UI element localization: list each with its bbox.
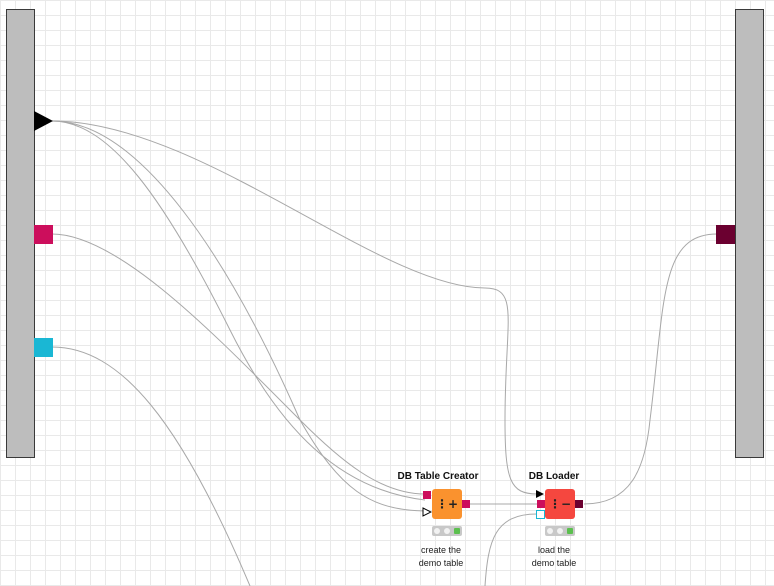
triangle-outline-icon	[422, 507, 432, 517]
connection-loader-to-output	[583, 233, 718, 505]
status-light-red	[547, 528, 553, 534]
status-light-yellow	[444, 528, 450, 534]
db-loader-node[interactable]: ⋮−	[545, 489, 575, 519]
db-table-creator-title: DB Table Creator	[397, 471, 479, 482]
connection-flow-to-bottom	[51, 120, 426, 501]
db-data-output-port[interactable]	[716, 225, 735, 244]
db-loader-data-in-port[interactable]	[536, 510, 545, 519]
connection-flow-to-loader	[51, 120, 538, 495]
status-light-red	[434, 528, 440, 534]
db-table-creator-flow-in-port[interactable]	[422, 507, 432, 517]
connection-dbconn-to-creator	[51, 233, 426, 495]
connection-session-offscreen	[51, 346, 251, 586]
flow-variable-input-port[interactable]	[34, 111, 54, 131]
db-table-creator-caption[interactable]: create the demo table	[418, 545, 464, 568]
triangle-right-icon	[536, 490, 544, 498]
db-table-creator-node[interactable]: ⋮+	[432, 489, 462, 519]
db-table-creator-data-out-port[interactable]	[462, 500, 470, 508]
table-add-icon: ⋮+	[435, 497, 459, 511]
db-loader-data-out-port[interactable]	[575, 500, 583, 508]
status-light-green	[567, 528, 573, 534]
db-loader-status	[545, 526, 575, 536]
table-load-icon: ⋮−	[548, 497, 572, 511]
db-table-creator-conn-in-port[interactable]	[423, 491, 431, 499]
connection-offscreen-to-loader	[484, 513, 538, 586]
db-loader-flow-in-port[interactable]	[535, 489, 545, 499]
db-loader-conn-in-port[interactable]	[537, 500, 545, 508]
db-session-input-port[interactable]	[34, 338, 53, 357]
db-loader-title: DB Loader	[528, 471, 580, 482]
workflow-input-bar[interactable]	[6, 9, 35, 458]
db-loader-caption[interactable]: load the demo table	[531, 545, 577, 568]
triangle-right-icon	[34, 111, 53, 131]
db-connection-input-port[interactable]	[34, 225, 53, 244]
connection-flow-to-creator	[51, 120, 426, 512]
status-light-yellow	[557, 528, 563, 534]
workflow-output-bar[interactable]	[735, 9, 764, 458]
status-light-green	[454, 528, 460, 534]
db-table-creator-status	[432, 526, 462, 536]
